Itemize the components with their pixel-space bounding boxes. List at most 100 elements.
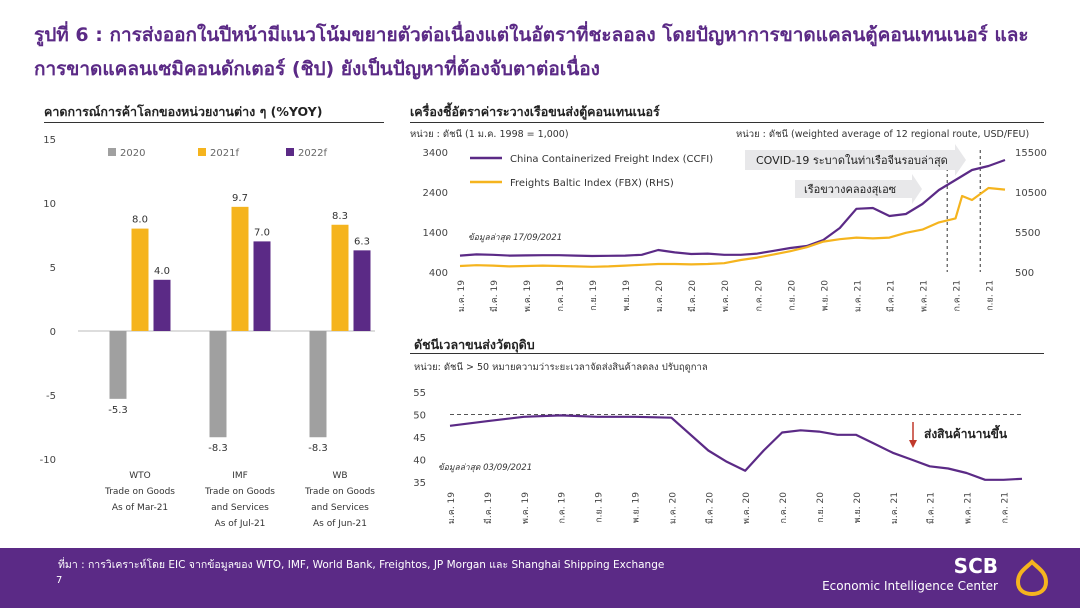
freight-panel-rule: [410, 122, 1044, 123]
freight-x-tick: พ.ค. 19: [523, 280, 533, 312]
bar: [253, 241, 271, 331]
freight-unit-left: หน่วย : ดัชนี (1 ม.ค. 1998 = 1,000): [410, 129, 569, 140]
freight-annotation2-arrow: [795, 174, 922, 204]
delivery-y-tick: 35: [413, 478, 426, 489]
delivery-x-tick: ก.ค. 21: [1001, 492, 1011, 524]
bar-legend-swatch: [198, 148, 206, 156]
bar: [209, 331, 227, 438]
brand-name: SCB: [953, 554, 998, 578]
bar: [153, 279, 171, 331]
freight-y-right-tick: 15500: [1015, 148, 1047, 159]
bar-data-label: 9.7: [232, 193, 248, 204]
bar: [353, 250, 371, 331]
delivery-x-tick: มี.ค. 20: [704, 492, 715, 524]
slide-title-line2: การขาดแคลนเซมิคอนดักเตอร์ (ชิป) ยังเป็นป…: [34, 58, 600, 80]
bar: [109, 331, 127, 399]
freight-x-tick: ก.ค. 19: [556, 280, 566, 312]
bar: [231, 206, 249, 331]
bar-category-label: As of Jun-21: [313, 519, 367, 529]
bar-chart: -10 -5 0 5 10 15 2020 2021f 2022f -5.3 8.0 4.0 WTO Tr…: [40, 135, 376, 529]
freight-x-tick: ก.ย. 21: [985, 280, 995, 311]
bar-category-label: WB: [332, 471, 347, 481]
bar-data-label: -8.3: [208, 443, 228, 454]
delivery-chart: 35 40 45 50 55 ส่งสินค้านานขึ้นข้อมูลล่าสุด 0…: [413, 388, 1023, 524]
delivery-annotation-text: ส่งสินค้านานขึ้น: [924, 424, 1008, 441]
freight-x-tick: ม.ค. 20: [655, 280, 665, 312]
delivery-panel-title: ดัชนีเวลาขนส่งวัตถุดิบ: [414, 337, 535, 352]
delivery-panel-rule: [410, 353, 1044, 354]
bar-category-label: and Services: [211, 503, 269, 513]
delivery-x-tick: ม.ค. 20: [668, 492, 678, 524]
bar-category-label: As of Mar-21: [112, 503, 168, 513]
delivery-x-tick: พ.ค. 21: [964, 492, 974, 524]
delivery-x-tick: ก.ค. 20: [779, 492, 789, 524]
left-panel-title: คาดการณ์การค้าโลกของหน่วยงานต่าง ๆ (%YOY…: [44, 104, 323, 119]
delivery-annotation-arrowhead: [909, 440, 917, 448]
bar-data-label: 8.0: [132, 215, 148, 226]
delivery-series-line: [449, 414, 1023, 481]
left-panel-rule: [44, 122, 384, 123]
bar-data-label: 4.0: [154, 266, 170, 277]
scb-logo-icon: [1015, 559, 1049, 597]
bar-data-label: 7.0: [254, 227, 270, 238]
freight-x-tick: ม.ค. 21: [853, 280, 863, 312]
delivery-y-tick: 55: [413, 388, 426, 399]
bar: [309, 331, 327, 438]
bar-legend-label: 2020: [120, 148, 145, 159]
bar-data-label: 8.3: [332, 211, 348, 222]
freight-chart: 400 1400 2400 3400 500 5500 10500 15500 COVID-19…: [423, 144, 1047, 312]
bar-y-tick: -5: [46, 391, 56, 402]
brand-subtitle: Economic Intelligence Center: [822, 579, 998, 593]
bar-category-label: WTO: [129, 471, 150, 481]
freight-x-tick: ก.ค. 20: [754, 280, 764, 312]
bar: [331, 224, 349, 331]
delivery-unit: หน่วย: ดัชนี > 50 หมายความว่าระยะเวลาจัด…: [414, 362, 708, 373]
freight-latest-note: ข้อมูลล่าสุด 17/09/2021: [468, 232, 562, 243]
delivery-x-tick: มี.ค. 21: [926, 492, 937, 524]
freight-y-right-tick: 10500: [1015, 188, 1047, 199]
freight-unit-right: หน่วย : ดัชนี (weighted average of 12 re…: [736, 129, 1030, 140]
bar-category-label: Trade on Goods: [304, 487, 375, 497]
bar-data-label: -5.3: [108, 405, 128, 416]
delivery-latest-note: ข้อมูลล่าสุด 03/09/2021: [438, 462, 532, 473]
freight-panel-title: เครื่องชี้อัตราค่าระวางเรือขนส่งตู้คอนเท…: [410, 104, 660, 119]
bar-category-label: As of Jul-21: [215, 519, 266, 529]
freight-x-tick: พ.ย. 20: [820, 280, 830, 312]
freight-x-tick: พ.ค. 21: [919, 280, 929, 312]
freight-y-left-tick: 2400: [423, 188, 448, 199]
bar-category-label: IMF: [232, 471, 248, 481]
freight-x-tick: มี.ค. 19: [489, 280, 500, 312]
freight-x-tick: มี.ค. 20: [687, 280, 698, 312]
bar: [131, 228, 149, 331]
freight-y-left-tick: 1400: [423, 228, 448, 239]
slide-title-line1: รูปที่ 6 : การส่งออกในปีหน้ามีแนวโน้มขยา…: [34, 24, 1029, 46]
page-number: 7: [56, 575, 63, 586]
freight-annotation2-text: เรือขวางคลองสุเอซ: [804, 183, 897, 196]
bar-data-label: 6.3: [354, 236, 370, 247]
delivery-x-tick: พ.ย. 20: [853, 492, 863, 524]
freight-x-tick: ก.ย. 19: [589, 280, 599, 311]
delivery-x-tick: พ.ค. 20: [742, 492, 752, 524]
bar-y-tick: -10: [40, 455, 56, 466]
delivery-y-tick: 45: [413, 433, 426, 444]
freight-y-left-tick: 3400: [423, 148, 448, 159]
freight-legend-label: Freights Baltic Index (FBX) (RHS): [510, 178, 674, 189]
freight-y-right-tick: 500: [1015, 268, 1034, 279]
freight-x-tick: ม.ค. 19: [457, 280, 467, 312]
freight-annotation1-arrow: [745, 144, 966, 176]
bar-y-tick: 0: [50, 327, 56, 338]
freight-y-right-tick: 5500: [1015, 228, 1040, 239]
freight-x-tick: ก.ค. 21: [952, 280, 962, 312]
delivery-y-tick: 40: [413, 456, 426, 467]
delivery-x-tick: ม.ค. 19: [447, 492, 457, 524]
delivery-x-tick: ก.ย. 19: [595, 492, 605, 523]
delivery-y-tick: 50: [413, 411, 426, 422]
bar-legend-swatch: [286, 148, 294, 156]
freight-series-line: [459, 186, 1006, 268]
bar-legend-label: 2021f: [210, 148, 239, 159]
bar-y-tick: 10: [43, 199, 56, 210]
delivery-x-tick: ก.ย. 20: [816, 492, 826, 523]
freight-x-tick: มี.ค. 21: [885, 280, 896, 312]
bar-legend-label: 2022f: [298, 148, 327, 159]
bar-data-label: -8.3: [308, 443, 328, 454]
